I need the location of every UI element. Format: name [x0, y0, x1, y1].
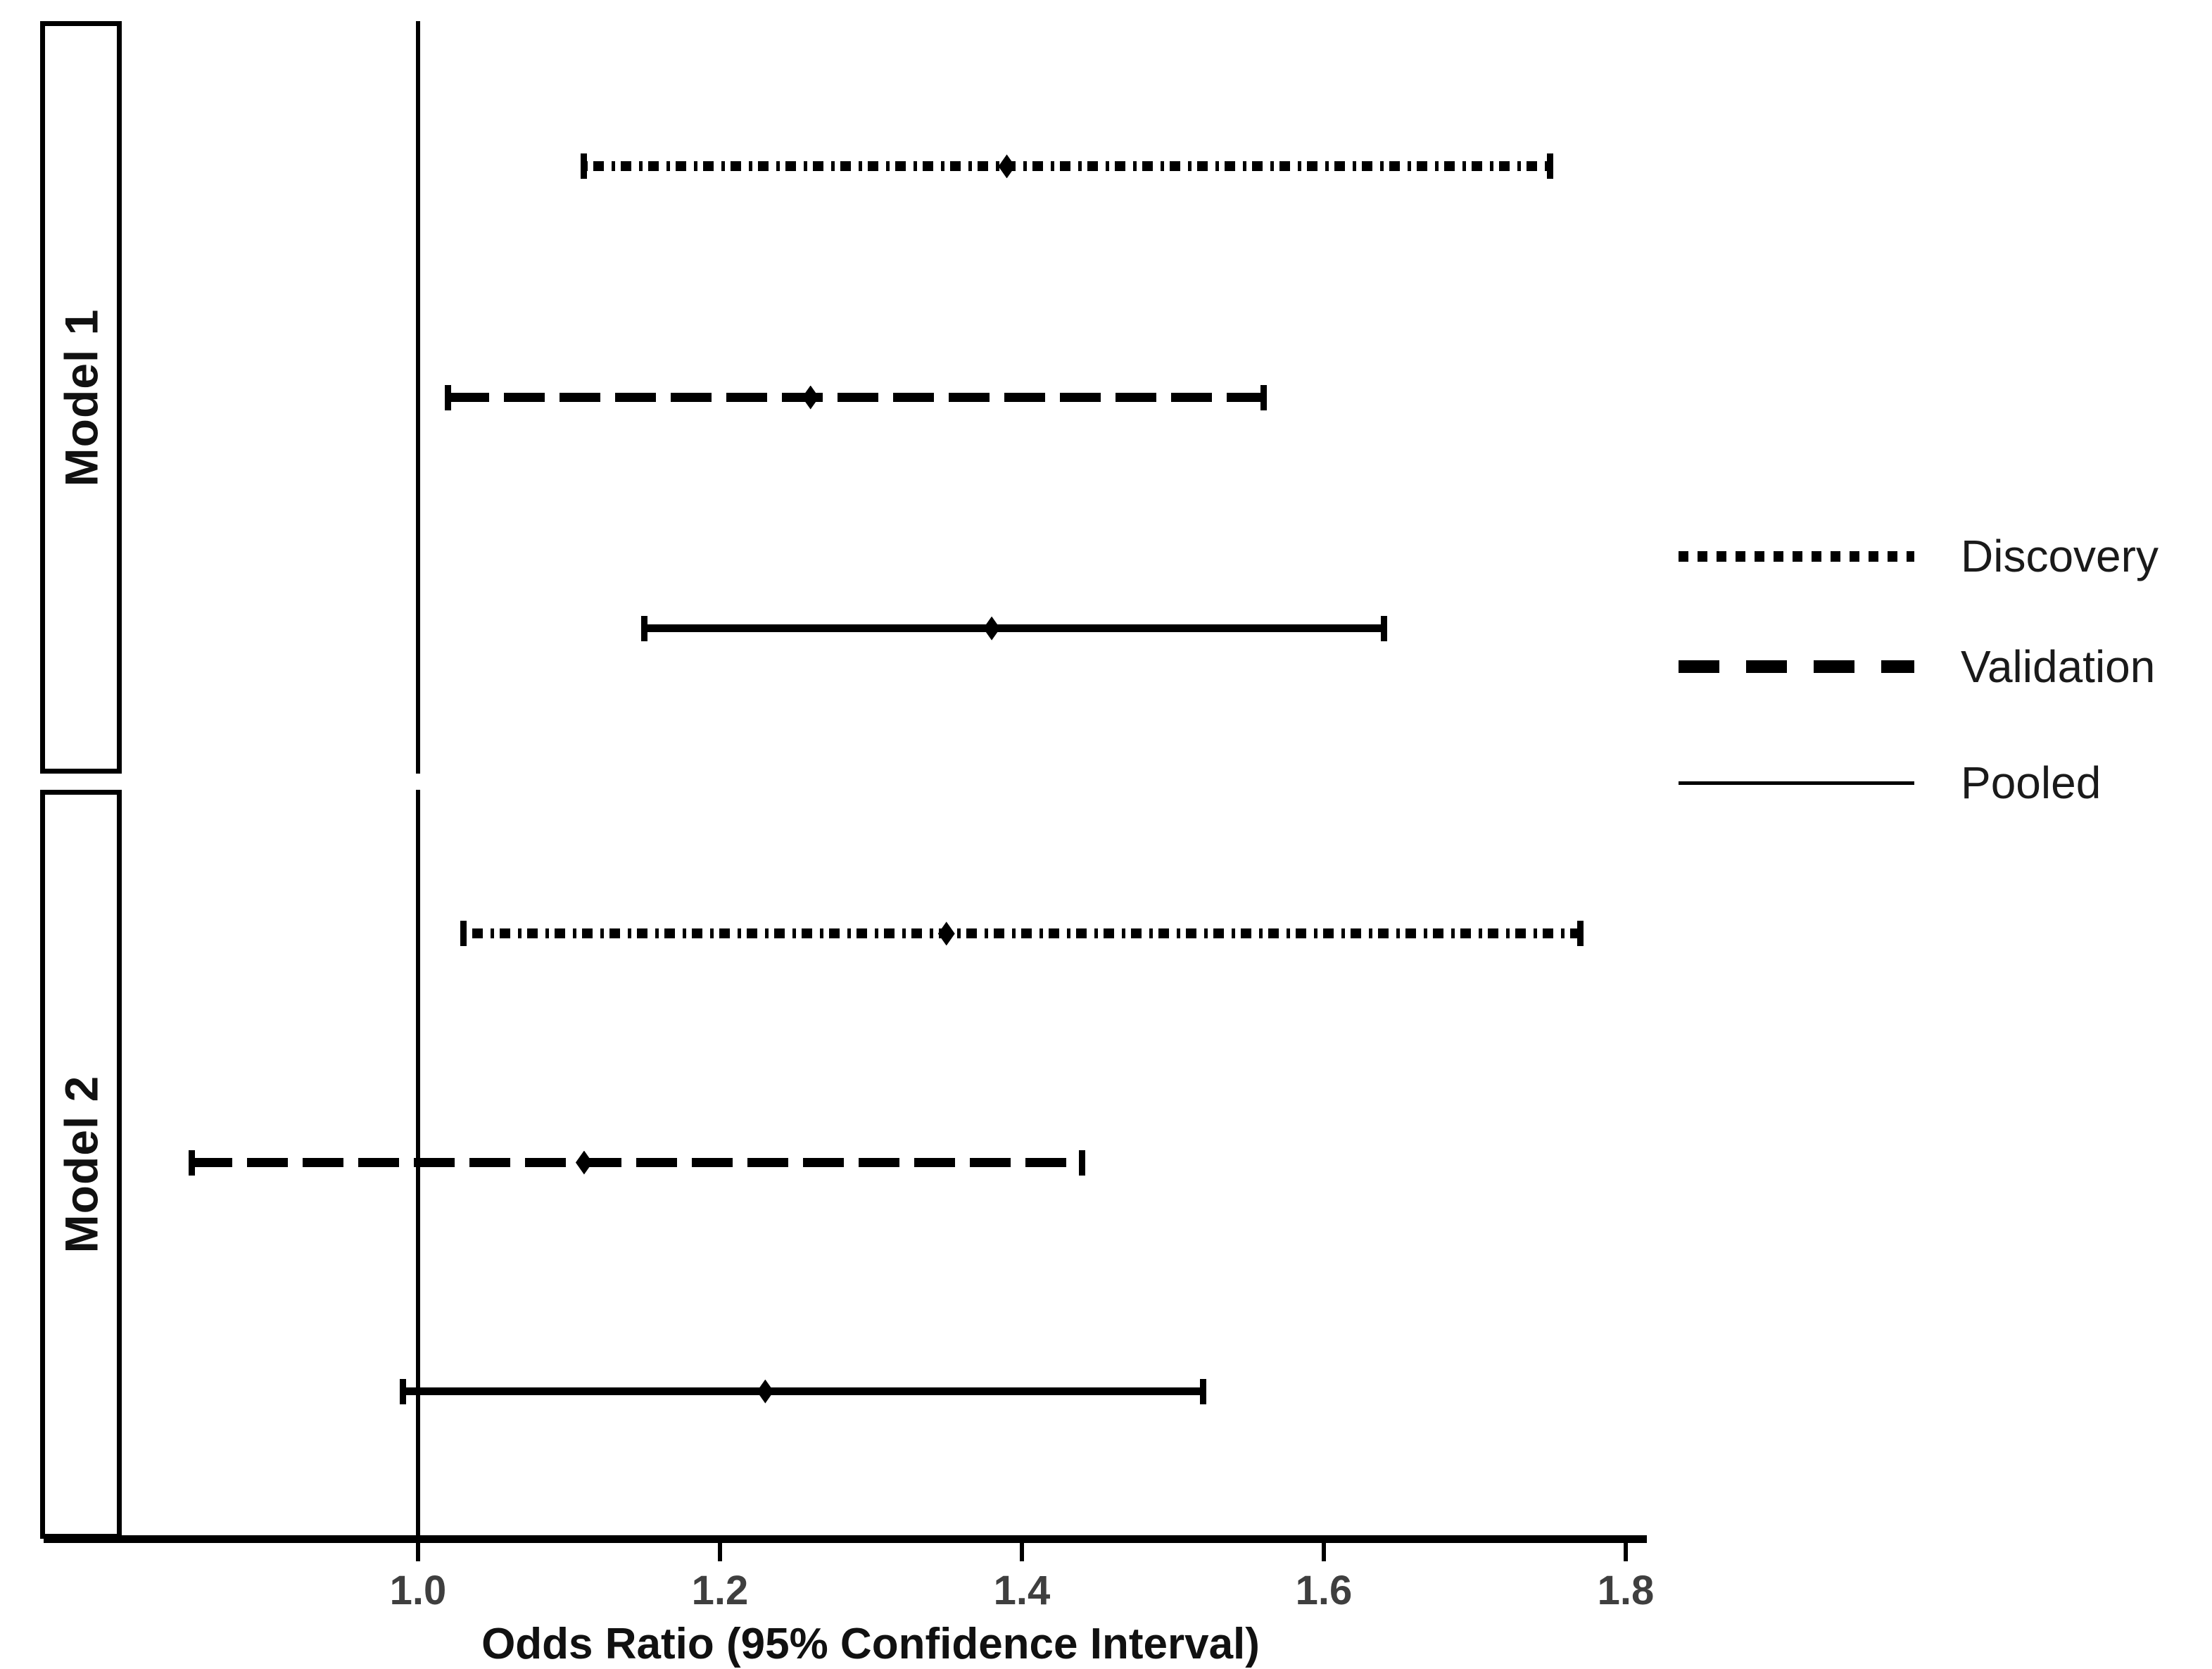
x-tick-label: 1.0: [389, 1568, 447, 1613]
x-axis-line: [44, 1535, 1647, 1543]
dashed-line-sample: [1679, 660, 1914, 673]
ci-upper-cap-model-2-discovery: [1577, 921, 1584, 947]
point-estimate-model-1-pooled: [983, 616, 1001, 641]
ci-lower-cap-model-1-pooled: [641, 615, 648, 641]
x-tick-mark: [1322, 1543, 1326, 1561]
x-tick-mark: [1020, 1543, 1024, 1561]
ci-line-model-1-pooled: [644, 624, 1384, 633]
ci-lower-cap-model-2-discovery: [460, 921, 467, 947]
legend-item-pooled: Pooled: [1679, 757, 2101, 809]
ci-line-model-1-discovery: [583, 161, 1550, 172]
x-tick-label: 1.6: [1295, 1568, 1353, 1613]
x-tick-mark: [718, 1543, 722, 1561]
dotted-line-sample: [1679, 550, 1914, 562]
point-estimate-model-2-discovery: [937, 921, 955, 946]
panel-label-text: Model 1: [55, 308, 108, 486]
point-estimate-model-1-discovery: [998, 154, 1016, 179]
point-estimate-model-1-validation: [802, 385, 819, 410]
ci-line-model-1-validation: [448, 393, 1264, 402]
ci-lower-cap-model-2-validation: [188, 1150, 195, 1176]
ci-line-model-2-discovery: [463, 928, 1581, 939]
reference-line-or-1: [416, 21, 420, 774]
point-estimate-model-2-validation: [575, 1150, 593, 1175]
legend-label: Pooled: [1961, 757, 2102, 808]
ci-upper-cap-model-1-pooled: [1381, 615, 1388, 641]
legend-item-discovery: Discovery: [1679, 530, 2159, 582]
ci-upper-cap-model-1-discovery: [1547, 153, 1554, 180]
x-tick-mark: [416, 1543, 420, 1561]
ci-line-model-2-validation: [191, 1158, 1082, 1167]
point-estimate-model-2-pooled: [757, 1379, 774, 1404]
legend-label: Discovery: [1961, 531, 2159, 581]
x-tick-label: 1.4: [993, 1568, 1051, 1613]
ci-upper-cap-model-1-validation: [1260, 384, 1267, 410]
panel-label-box-1: Model 1: [40, 21, 122, 774]
ci-upper-cap-model-2-validation: [1079, 1150, 1086, 1176]
ci-line-model-2-pooled: [403, 1387, 1203, 1396]
x-tick-mark: [1624, 1543, 1628, 1561]
panel-label-box-2: Model 2: [40, 790, 122, 1539]
x-tick-label: 1.8: [1597, 1568, 1655, 1613]
legend-label: Validation: [1961, 641, 2156, 692]
ci-lower-cap-model-2-pooled: [400, 1378, 407, 1404]
panel-label-text: Model 2: [55, 1075, 108, 1254]
x-tick-label: 1.2: [691, 1568, 749, 1613]
solid-line-sample: [1679, 781, 1914, 785]
ci-upper-cap-model-2-pooled: [1199, 1378, 1206, 1404]
legend-item-validation: Validation: [1679, 641, 2155, 693]
ci-lower-cap-model-1-discovery: [581, 153, 588, 180]
ci-lower-cap-model-1-validation: [445, 384, 452, 410]
x-axis-title: Odds Ratio (95% Confidence Interval): [481, 1620, 1260, 1668]
